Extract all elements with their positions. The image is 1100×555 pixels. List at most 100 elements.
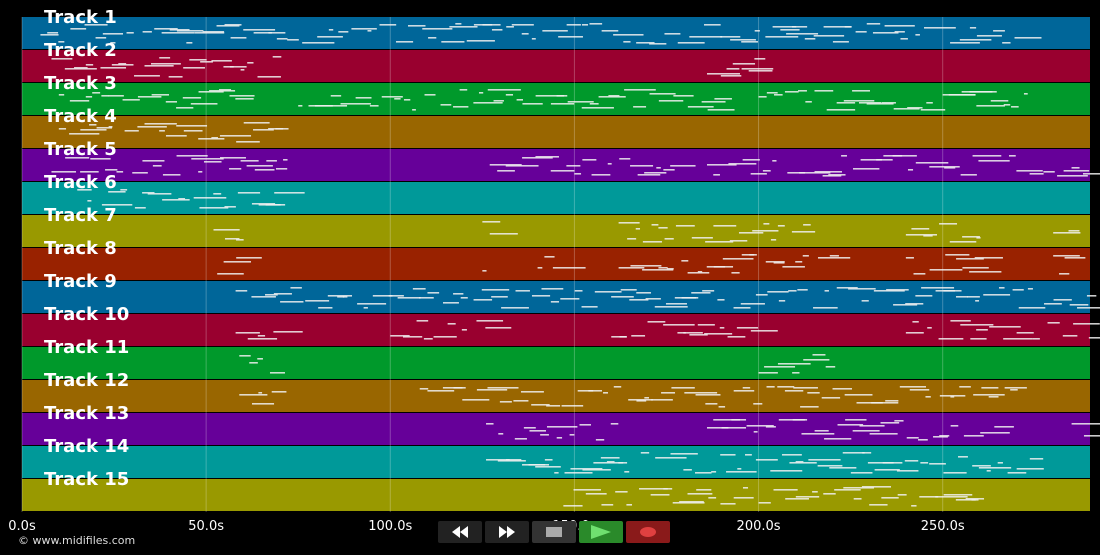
record-button[interactable]: [626, 521, 670, 543]
note-mark: [275, 128, 284, 130]
note-mark: [792, 26, 808, 28]
note-mark: [1073, 323, 1100, 325]
note-mark: [935, 496, 968, 498]
note-mark: [247, 62, 254, 64]
note-mark: [251, 403, 275, 405]
note-mark: [211, 137, 218, 139]
note-mark: [213, 193, 222, 195]
note-mark: [595, 439, 605, 441]
note-mark: [728, 163, 757, 165]
play-button[interactable]: [579, 521, 623, 543]
note-mark: [893, 304, 918, 306]
note-mark: [1023, 93, 1028, 95]
note-mark: [442, 302, 459, 304]
note-mark: [186, 42, 193, 44]
note-mark: [753, 403, 763, 405]
note-mark: [161, 32, 195, 34]
note-mark: [608, 95, 620, 97]
note-mark: [630, 265, 662, 267]
note-mark: [713, 225, 737, 227]
note-mark: [677, 42, 705, 44]
note-mark: [671, 387, 695, 389]
note-mark: [419, 297, 434, 299]
note-mark: [142, 31, 152, 33]
note-mark: [520, 391, 544, 393]
note-mark: [1064, 257, 1086, 259]
note-mark: [191, 158, 224, 160]
note-mark: [224, 206, 236, 208]
note-marks: [40, 23, 1100, 507]
note-mark: [719, 327, 725, 329]
note-mark: [913, 273, 926, 275]
track-label: Track 4: [44, 106, 117, 127]
note-mark: [198, 138, 225, 140]
note-mark: [40, 34, 59, 36]
note-mark: [424, 94, 436, 96]
note-mark: [416, 320, 429, 322]
note-mark: [96, 127, 112, 129]
note-mark: [885, 400, 899, 402]
note-mark: [733, 390, 755, 392]
rewind-button[interactable]: [438, 521, 482, 543]
note-mark: [795, 461, 804, 463]
note-mark: [407, 25, 426, 27]
note-mark: [531, 295, 551, 297]
note-mark: [697, 271, 703, 273]
note-mark: [473, 102, 503, 104]
note-mark: [239, 355, 251, 357]
note-mark: [230, 37, 247, 39]
note-mark: [658, 100, 684, 102]
note-mark: [929, 463, 946, 465]
note-mark: [981, 387, 999, 389]
note-mark: [1029, 173, 1044, 175]
note-mark: [793, 387, 818, 389]
note-mark: [689, 334, 708, 336]
note-mark: [412, 288, 426, 290]
note-mark: [257, 358, 263, 360]
fast-forward-button[interactable]: [485, 521, 529, 543]
note-mark: [980, 432, 1010, 434]
note-mark: [640, 452, 650, 454]
note-mark: [795, 496, 820, 498]
note-mark: [950, 396, 955, 398]
note-mark: [95, 37, 107, 39]
note-mark: [639, 488, 673, 490]
note-mark: [152, 165, 162, 167]
note-mark: [194, 32, 225, 34]
note-mark: [154, 28, 178, 30]
note-mark: [829, 467, 857, 469]
note-mark: [460, 297, 468, 299]
note-mark: [1014, 37, 1042, 39]
note-mark: [569, 434, 575, 436]
note-mark: [704, 24, 721, 26]
note-mark: [217, 273, 244, 275]
note-mark: [929, 166, 960, 168]
note-mark: [649, 43, 667, 45]
note-mark: [745, 454, 752, 456]
note-mark: [65, 157, 90, 159]
note-mark: [1068, 230, 1080, 232]
note-mark: [691, 292, 711, 294]
note-mark: [672, 502, 705, 504]
note-mark: [629, 299, 649, 301]
note-mark: [535, 466, 561, 468]
note-mark: [765, 261, 785, 263]
track-lane: [22, 116, 1090, 148]
note-mark: [920, 462, 929, 464]
note-mark: [1027, 288, 1033, 290]
note-mark: [726, 471, 757, 473]
note-mark: [556, 95, 565, 97]
note-mark: [649, 93, 676, 95]
note-mark: [799, 172, 831, 174]
stop-button[interactable]: [532, 521, 576, 543]
note-mark: [978, 467, 1012, 469]
track-lane: [22, 248, 1090, 280]
note-mark: [137, 126, 167, 128]
time-tick-label: 100.0s: [368, 519, 412, 534]
note-mark: [588, 390, 594, 392]
note-mark: [1012, 289, 1024, 291]
note-mark: [601, 504, 614, 506]
note-mark: [721, 427, 747, 429]
note-mark: [249, 362, 258, 364]
note-mark: [785, 498, 809, 500]
